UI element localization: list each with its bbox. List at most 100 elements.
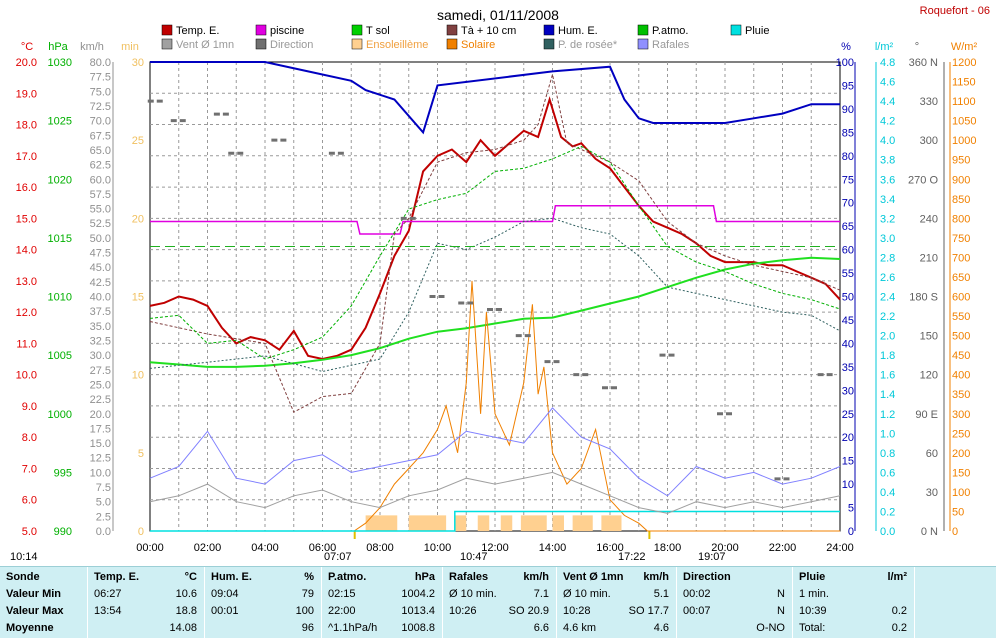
stats-value: 14.08 (169, 622, 197, 634)
rain-tick-label: 0.4 (880, 487, 895, 499)
stats-row: O-NO (677, 620, 792, 637)
temp-tick-label: 17.0 (16, 151, 37, 163)
dir-tick-label: 210 (920, 252, 938, 264)
sun-tick-label: 30 (132, 57, 144, 69)
legend-label: T sol (366, 25, 390, 37)
solar-tick-label: 1100 (952, 96, 976, 108)
stats-row: 13:54 18.8 (88, 603, 204, 620)
start-time-label: 10:14 (10, 551, 38, 563)
rain-tick-label: 1.6 (880, 370, 895, 382)
wind-tick-label: 57.5 (90, 189, 111, 201)
stats-row: Valeur Min (0, 586, 87, 603)
rain-tick-label: 4.4 (880, 96, 895, 108)
stats-value: 10.6 (175, 588, 197, 600)
legend-swatch (255, 24, 267, 36)
rain-tick-label: 3.0 (880, 233, 895, 245)
x-tick-label: 04:00 (251, 542, 279, 554)
wind-tick-label: 17.5 (90, 423, 111, 435)
stats-header-unit: % (304, 571, 314, 583)
dir-tick-label: 0 N (921, 526, 938, 538)
stats-value: 96 (301, 622, 314, 634)
dir-tick-label: 60 (926, 448, 938, 460)
wind-tick-label: 37.5 (90, 306, 111, 318)
hum-tick-label: 10 (842, 479, 854, 491)
stats-time: 22:00 (328, 605, 356, 617)
dir-tick-label: 30 (926, 487, 938, 499)
chart-title: samedi, 01/11/2008 (437, 7, 559, 23)
stats-value: 1013.4 (401, 605, 435, 617)
hum-tick-label: 20 (842, 432, 854, 444)
solar-tick-label: 100 (952, 487, 970, 499)
stats-row: 6.6 (443, 620, 556, 637)
legend-label: Rafales (652, 39, 690, 51)
stats-row: Ø 10 min. 5.1 (557, 586, 676, 603)
solar-tick-label: 1150 (952, 77, 976, 89)
solar-tick-label: 600 (952, 292, 970, 304)
hum-unit-label: % (841, 41, 851, 53)
x-tick-label: 10:00 (424, 542, 452, 554)
hum-e-line (150, 61, 840, 135)
legend-label: Temp. E. (176, 25, 219, 37)
wind-tick-label: 27.5 (90, 365, 111, 377)
wind-tick-label: 35.0 (90, 321, 111, 333)
x-tick-label: 00:00 (136, 542, 164, 554)
rain-tick-label: 0.8 (880, 448, 895, 460)
stats-time: 00:07 (683, 605, 711, 617)
solar-tick-label: 1000 (952, 135, 976, 147)
stats-value: 4.6 (653, 622, 669, 634)
press-unit-label: hPa (48, 41, 68, 53)
hum-tick-label: 40 (842, 338, 854, 350)
wind-tick-label: 60.0 (90, 174, 111, 186)
rain-tick-label: 2.8 (880, 252, 895, 264)
sun-tick-label: 0 (138, 526, 144, 538)
hum-tick-label: 35 (842, 362, 854, 374)
solar-tick-label: 350 (952, 389, 970, 401)
stats-column: Vent Ø 1mn km/h Ø 10 min. 5.1 10:28 SO 17.7 4.… (557, 567, 677, 638)
wind-tick-label: 30.0 (90, 350, 111, 362)
stats-row: P.atmo. hPa (322, 569, 442, 586)
rain-tick-label: 3.8 (880, 155, 895, 167)
hum-tick-label: 65 (842, 221, 854, 233)
stats-header-unit: km/h (523, 571, 549, 583)
rafales-line (149, 407, 841, 497)
stats-header: Sonde (6, 571, 40, 583)
piscine-line (150, 205, 840, 235)
hum-tick-label: 45 (842, 315, 854, 327)
stats-row: 1 min. (793, 586, 914, 603)
temp-tick-label: 15.0 (16, 213, 37, 225)
stats-row: 10:26 SO 20.9 (443, 603, 556, 620)
wind-tick-label: 75.0 (90, 86, 111, 98)
stats-header-unit: hPa (414, 571, 435, 583)
wind-tick-label: 20.0 (90, 409, 111, 421)
stats-time: Ø 10 min. (449, 588, 497, 600)
sun-tick-label: 5 (138, 448, 144, 460)
solar-tick-label: 950 (952, 155, 970, 167)
station-name: Roquefort - 06 (920, 5, 990, 17)
rain-tick-label: 3.4 (880, 194, 895, 206)
solar-tick-label: 200 (952, 448, 970, 460)
stats-time: ^1.1hPa/h (328, 622, 378, 634)
legend-label: Tà + 10 cm (461, 25, 516, 37)
stats-row-label: Moyenne (6, 622, 54, 634)
stats-value: 7.1 (533, 588, 549, 600)
dir-tick-label: 240 (920, 213, 938, 225)
wind-tick-label: 2.5 (96, 511, 111, 523)
p-atmo-line (149, 256, 841, 368)
press-tick-label: 1025 (48, 116, 72, 128)
stats-time: 10:28 (563, 605, 591, 617)
rain-tick-label: 0.2 (880, 506, 895, 518)
stats-header: Rafales (449, 571, 489, 583)
wind-tick-label: 40.0 (90, 292, 111, 304)
rain-tick-label: 2.6 (880, 272, 895, 284)
chart-plot (147, 61, 841, 532)
wind-tick-label: 62.5 (90, 160, 111, 172)
solar-tick-label: 650 (952, 272, 970, 284)
rain-tick-label: 4.2 (880, 116, 895, 128)
rain-tick-label: 1.2 (880, 409, 895, 421)
stats-value: N (777, 605, 785, 617)
wind-tick-label: 12.5 (90, 453, 111, 465)
wind-tick-label: 50.0 (90, 233, 111, 245)
stats-value: N (777, 588, 785, 600)
temp-tick-label: 5.0 (22, 526, 37, 538)
stats-row: 4.6 km 4.6 (557, 620, 676, 637)
